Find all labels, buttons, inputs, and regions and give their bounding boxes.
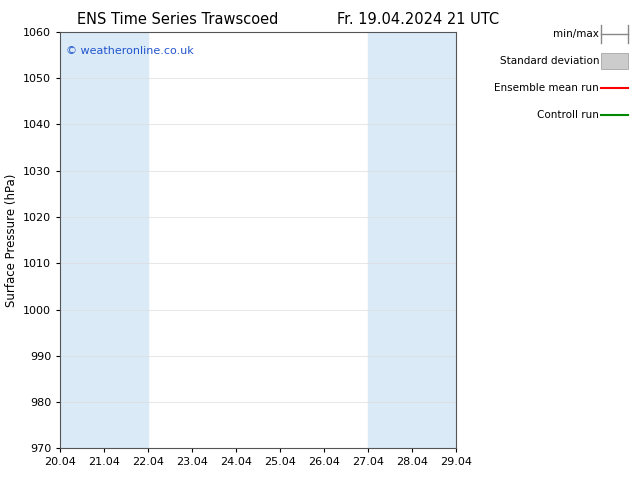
Text: Controll run: Controll run (537, 110, 599, 120)
Text: ENS Time Series Trawscoed: ENS Time Series Trawscoed (77, 12, 278, 27)
Bar (60, 32, 148, 448)
Text: Ensemble mean run: Ensemble mean run (495, 83, 599, 93)
Text: Fr. 19.04.2024 21 UTC: Fr. 19.04.2024 21 UTC (337, 12, 500, 27)
Text: © weatheronline.co.uk: © weatheronline.co.uk (66, 47, 194, 56)
Text: Standard deviation: Standard deviation (500, 56, 599, 66)
Text: min/max: min/max (553, 29, 599, 39)
Bar (368, 32, 456, 448)
Y-axis label: Surface Pressure (hPa): Surface Pressure (hPa) (4, 173, 18, 307)
